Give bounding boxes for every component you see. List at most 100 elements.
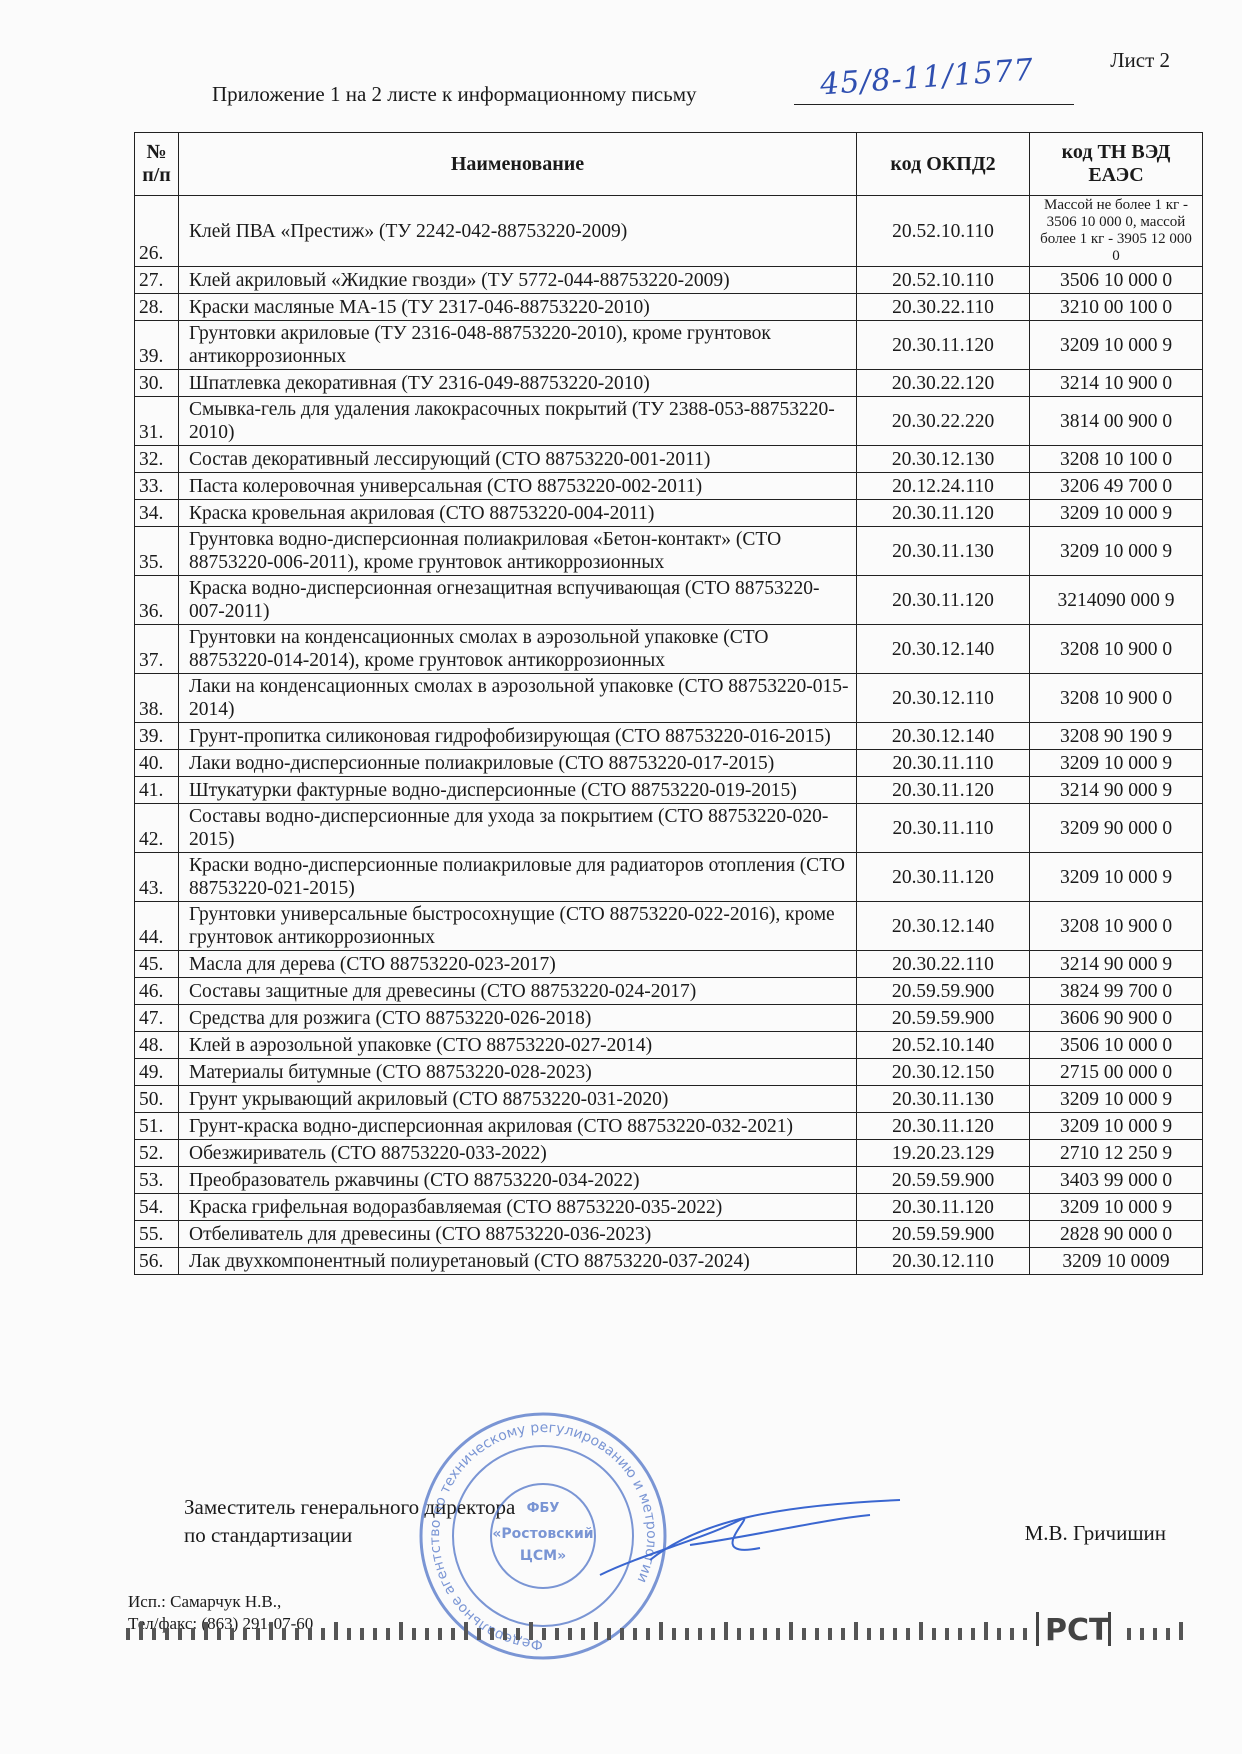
strip-bar bbox=[594, 1622, 598, 1640]
strip-bar bbox=[581, 1628, 585, 1640]
strip-bar bbox=[360, 1628, 364, 1640]
okpd2-code: 20.59.59.900 bbox=[856, 1220, 1030, 1248]
strip-bar bbox=[477, 1628, 481, 1640]
phone: Тел/факс: (863) 291-07-60 bbox=[128, 1614, 314, 1633]
row-number: 28. bbox=[134, 293, 179, 321]
stamp-ring bbox=[452, 1445, 634, 1627]
product-name: Клей в аэрозольной упаковке (СТО 8875322… bbox=[178, 1031, 857, 1059]
stamp: Федеральное агентство по техническому ре… bbox=[419, 1412, 667, 1660]
tnved-code: 3214090 000 9 bbox=[1029, 575, 1203, 625]
strip-bar bbox=[945, 1628, 949, 1640]
row-number: 45. bbox=[134, 950, 179, 978]
table-row: 50. Грунт укрывающий акриловый (СТО 88753… bbox=[134, 1085, 1203, 1113]
row-number: 51. bbox=[134, 1112, 179, 1140]
strip-bar bbox=[854, 1622, 858, 1640]
row-number: 49. bbox=[134, 1058, 179, 1086]
tnved-code: 3209 10 000 9 bbox=[1029, 320, 1203, 370]
tnved-code: 3814 00 900 0 bbox=[1029, 396, 1203, 446]
okpd2-code: 20.52.10.110 bbox=[856, 195, 1030, 267]
strip-bar bbox=[321, 1628, 325, 1640]
tnved-code: 3824 99 700 0 bbox=[1029, 977, 1203, 1005]
tnved-code: 3209 10 000 9 bbox=[1029, 852, 1203, 902]
row-number: 31. bbox=[134, 396, 179, 446]
okpd2-code: 20.30.11.130 bbox=[856, 1085, 1030, 1113]
tnved-code: 3214 90 000 9 bbox=[1029, 776, 1203, 804]
product-name: Краска грифельная водоразбавляемая (СТО … bbox=[178, 1193, 857, 1221]
tnved-code: 3209 10 000 9 bbox=[1029, 749, 1203, 777]
strip-bar bbox=[685, 1628, 689, 1640]
tnved-code: 3208 10 900 0 bbox=[1029, 901, 1203, 951]
okpd2-code: 20.30.22.220 bbox=[856, 396, 1030, 446]
table-row: 39. Грунт-пропитка силиконовая гидрофобиз… bbox=[134, 722, 1203, 750]
okpd2-code: 20.30.12.140 bbox=[856, 722, 1030, 750]
strip-bar bbox=[490, 1628, 494, 1640]
table-row: 56. Лак двухкомпонентный полиуретановый (… bbox=[134, 1247, 1203, 1275]
table-row: 53. Преобразователь ржавчины (СТО 8875322… bbox=[134, 1166, 1203, 1194]
tnved-code: 3210 00 100 0 bbox=[1029, 293, 1203, 321]
strip-bar bbox=[1023, 1628, 1027, 1640]
tnved-code: 2715 00 000 0 bbox=[1029, 1058, 1203, 1086]
header-row: № п/п Наименование код ОКПД2 код ТН ВЭД ЕАЭ… bbox=[134, 132, 1203, 196]
stamp-ring bbox=[419, 1412, 667, 1660]
tnved-code: 3214 10 900 0 bbox=[1029, 369, 1203, 397]
product-name: Грунтовки на конденсационных смолах в аэ… bbox=[178, 624, 857, 674]
row-number: 55. bbox=[134, 1220, 179, 1248]
product-name: Краска водно-дисперсионная огнезащитная … bbox=[178, 575, 857, 625]
position: по стандартизации bbox=[184, 1523, 353, 1547]
row-number: 43. bbox=[134, 852, 179, 902]
strip-bar bbox=[841, 1628, 845, 1640]
okpd2-code: 20.30.12.110 bbox=[856, 1247, 1030, 1275]
product-name: Грунтовки универсальные быстросохнущие (… bbox=[178, 901, 857, 951]
row-number: 47. bbox=[134, 1004, 179, 1032]
strip-bar bbox=[724, 1622, 728, 1640]
signature bbox=[599, 1499, 901, 1576]
strip-bar bbox=[659, 1622, 663, 1640]
strip-bar bbox=[906, 1628, 910, 1640]
strip-bar bbox=[464, 1622, 468, 1640]
tnved-code: 3208 90 190 9 bbox=[1029, 722, 1203, 750]
okpd2-code: 20.30.12.140 bbox=[856, 901, 1030, 951]
strip-bar bbox=[503, 1628, 507, 1640]
row-number: 52. bbox=[134, 1139, 179, 1167]
strip-bar bbox=[412, 1628, 416, 1640]
sheet-number: Лист 2 bbox=[1110, 48, 1170, 72]
row-number: 41. bbox=[134, 776, 179, 804]
product-name: Лак двухкомпонентный полиуретановый (СТО… bbox=[178, 1247, 857, 1275]
strip-bar bbox=[607, 1628, 611, 1640]
table-row: 27. Клей акриловый «Жидкие гвозди» (ТУ 57… bbox=[134, 266, 1203, 294]
table-row: 41. Штукатурки фактурные водно-дисперсион… bbox=[134, 776, 1203, 804]
strip-bar bbox=[789, 1622, 793, 1640]
okpd2-code: 20.30.11.120 bbox=[856, 776, 1030, 804]
logo-bar bbox=[1036, 1612, 1039, 1646]
row-number: 39. bbox=[134, 320, 179, 370]
product-name: Лаки водно-дисперсионные полиакриловые (… bbox=[178, 749, 857, 777]
okpd2-code: 20.30.11.110 bbox=[856, 803, 1030, 853]
product-name: Паста колеровочная универсальная (СТО 88… bbox=[178, 472, 857, 500]
strip-bar bbox=[1140, 1628, 1144, 1640]
strip-bar bbox=[893, 1628, 897, 1640]
strip-bar bbox=[815, 1628, 819, 1640]
tnved-code: 3214 90 000 9 bbox=[1029, 950, 1203, 978]
okpd2-code: 20.30.11.120 bbox=[856, 499, 1030, 527]
strip-bar bbox=[737, 1628, 741, 1640]
okpd2-code: 19.20.23.129 bbox=[856, 1139, 1030, 1167]
strip-bar bbox=[646, 1628, 650, 1640]
strip-bar bbox=[763, 1628, 767, 1640]
product-name: Грунт-пропитка силиконовая гидрофобизиру… bbox=[178, 722, 857, 750]
letter-number: 45/8-11/1577 bbox=[819, 52, 1036, 103]
product-name: Краски масляные МА-15 (ТУ 2317-046-88753… bbox=[178, 293, 857, 321]
product-name: Клей акриловый «Жидкие гвозди» (ТУ 5772-… bbox=[178, 266, 857, 294]
column-header: № п/п bbox=[134, 132, 179, 196]
okpd2-code: 20.52.10.110 bbox=[856, 266, 1030, 294]
table-row: 42. Составы водно-дисперсионные для ухода… bbox=[134, 803, 1203, 853]
strip-bar bbox=[620, 1628, 624, 1640]
product-name: Состав декоративный лессирующий (СТО 887… bbox=[178, 445, 857, 473]
tnved-code: 3209 10 000 9 bbox=[1029, 526, 1203, 576]
logo: РСТ bbox=[1045, 1613, 1110, 1648]
table-row: 51. Грунт-краска водно-дисперсионная акри… bbox=[134, 1112, 1203, 1140]
strip-bar bbox=[1153, 1628, 1157, 1640]
row-number: 36. bbox=[134, 575, 179, 625]
tnved-code: 2828 90 000 0 bbox=[1029, 1220, 1203, 1248]
table-row: 43. Краски водно-дисперсионные полиакрило… bbox=[134, 852, 1203, 902]
strip-bar bbox=[633, 1628, 637, 1640]
